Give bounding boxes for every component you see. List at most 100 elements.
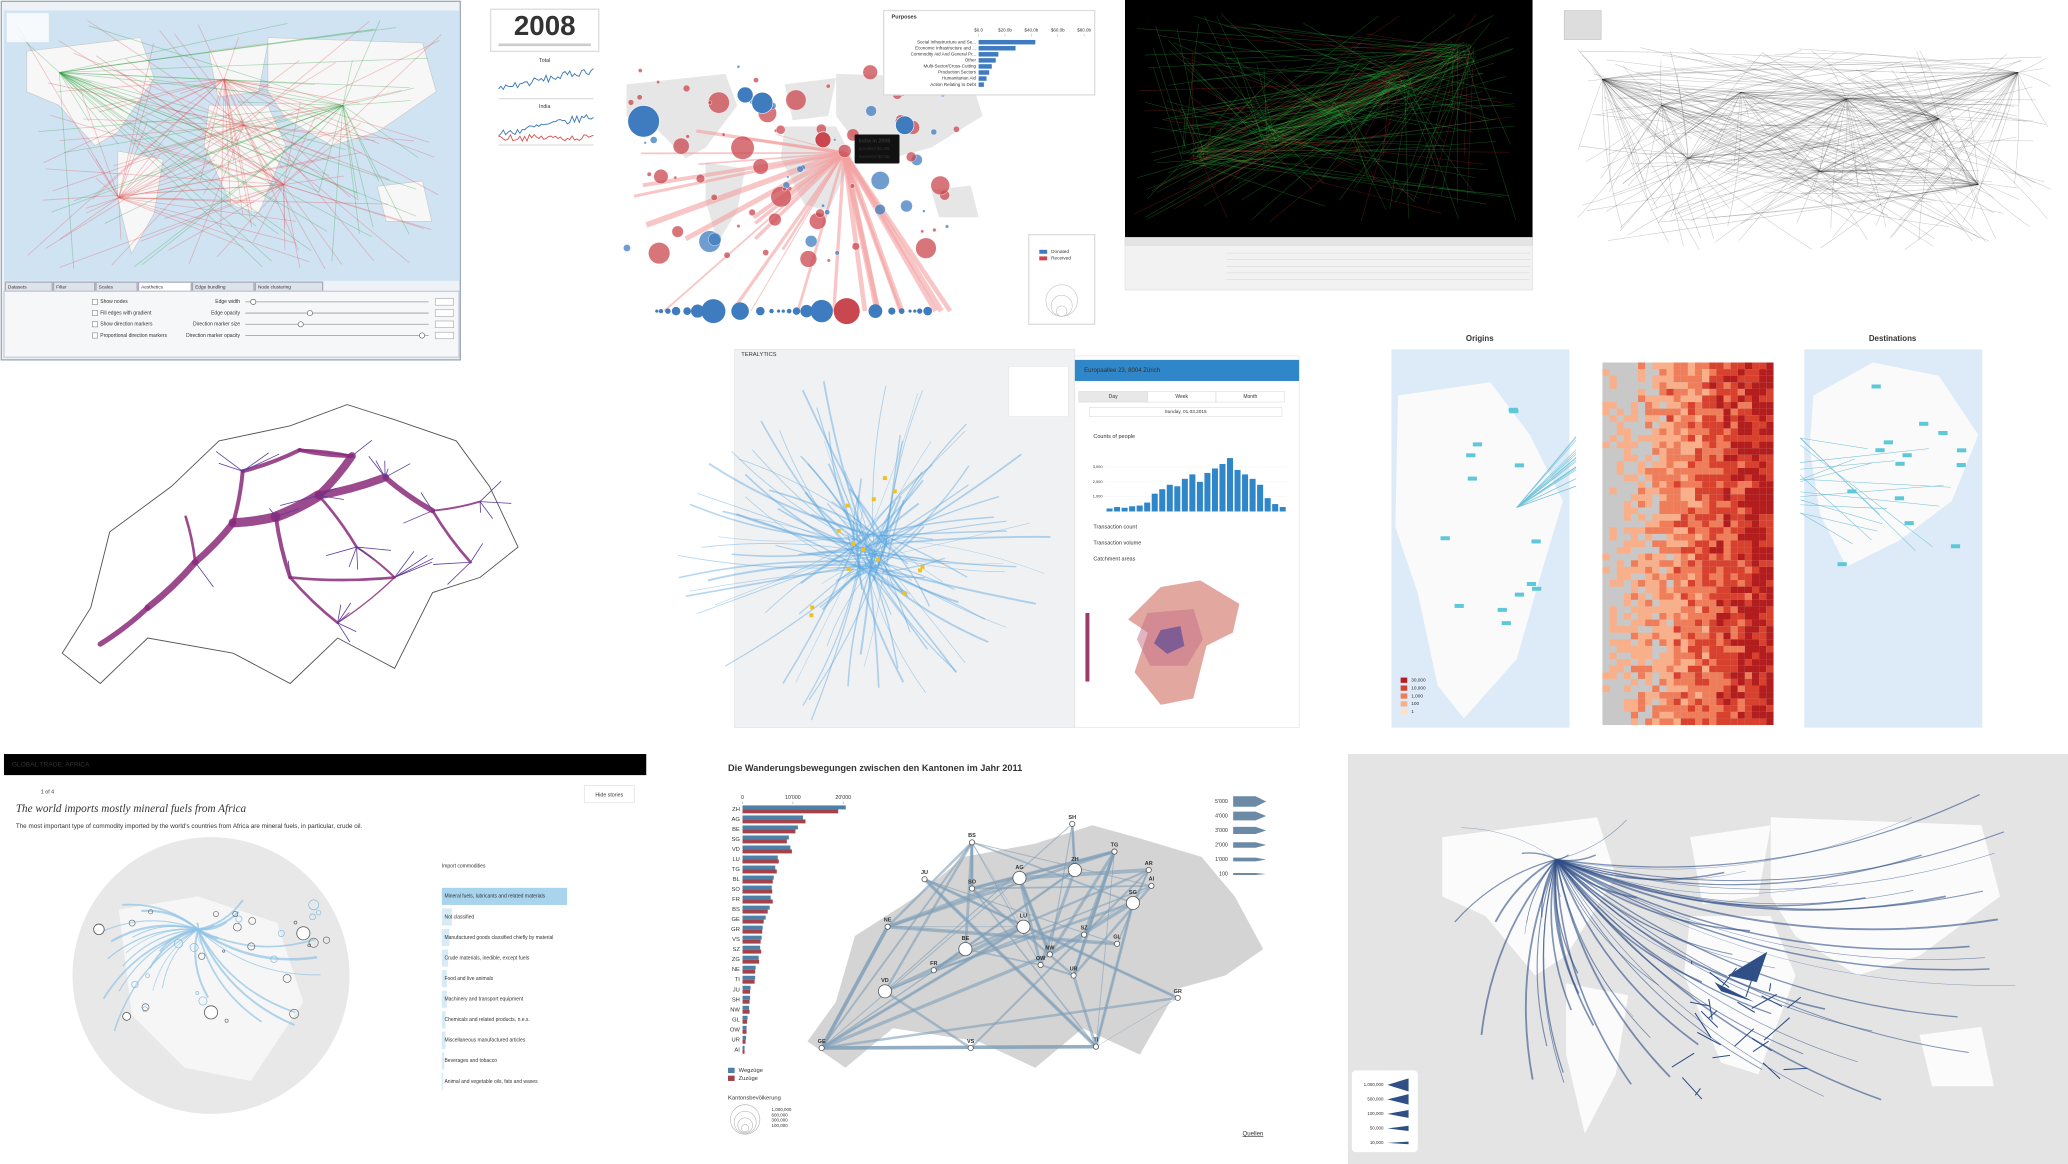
network-edge xyxy=(1236,56,1263,140)
flow-edge xyxy=(59,72,320,193)
flow-line xyxy=(800,455,863,544)
flow-line xyxy=(1602,79,1611,183)
flow-line xyxy=(1661,105,1872,205)
flow-edge xyxy=(283,184,424,229)
heatmap-cell xyxy=(1609,639,1617,646)
flow-edge xyxy=(243,124,335,159)
heatmap-cell xyxy=(1623,626,1631,633)
heatmap-cell xyxy=(1751,652,1760,660)
flow-line xyxy=(1555,858,1637,899)
flow-line xyxy=(697,492,876,557)
flow-line xyxy=(1832,118,1939,238)
flow-line xyxy=(878,550,918,562)
heatmap-cell xyxy=(1666,527,1674,534)
heatmap-cell xyxy=(1737,678,1745,686)
canton-node xyxy=(1046,951,1053,958)
migration-link xyxy=(1072,975,1098,1048)
heatmap-cell xyxy=(1659,540,1667,548)
heatmap-cell xyxy=(1638,599,1646,607)
checkbox[interactable] xyxy=(92,310,98,316)
flow-line xyxy=(431,500,482,512)
spinner[interactable] xyxy=(434,320,454,328)
flow-edge xyxy=(216,184,284,258)
minor-edge xyxy=(420,492,433,511)
spinner[interactable] xyxy=(434,331,454,340)
network-edge xyxy=(1264,129,1346,139)
heatmap-cell xyxy=(1716,639,1724,646)
country-node xyxy=(296,926,311,941)
heatmap-cell xyxy=(1744,362,1752,370)
flow-line xyxy=(1846,98,2018,117)
heatmap-cell xyxy=(1766,672,1774,679)
heatmap-cell xyxy=(1723,395,1731,403)
heatmap-cell xyxy=(1673,639,1681,646)
network-edge xyxy=(1366,75,1397,86)
heatmap-cell xyxy=(1744,599,1752,607)
minor-edge xyxy=(337,622,357,632)
slider-knob[interactable] xyxy=(306,310,313,317)
flow-line xyxy=(1800,182,1979,194)
heatmap-cell xyxy=(1652,705,1660,712)
heatmap-cell xyxy=(1673,606,1681,613)
flow-line xyxy=(1904,184,1979,250)
heatmap-cell xyxy=(1695,698,1703,706)
land xyxy=(267,37,437,147)
bar xyxy=(742,865,776,870)
flow-line xyxy=(821,552,878,611)
flow-edge xyxy=(95,158,120,198)
canton-label: SO xyxy=(731,887,740,893)
flow-line xyxy=(1622,92,1742,184)
heatmap-cell xyxy=(1616,421,1624,429)
migration-link xyxy=(1082,851,1116,936)
heatmap-cell xyxy=(1737,672,1745,679)
checkbox[interactable] xyxy=(92,298,98,305)
heatmap-cell xyxy=(1744,705,1752,712)
network-edge xyxy=(1345,107,1375,181)
heatmap-cell xyxy=(1737,461,1745,468)
flow-edge xyxy=(59,72,90,122)
land xyxy=(626,73,738,159)
heatmap-cell xyxy=(1730,659,1738,666)
checkbox[interactable] xyxy=(92,321,98,328)
heatmap-cell xyxy=(1695,540,1703,548)
network-edge xyxy=(1213,37,1455,55)
date-picker[interactable] xyxy=(1089,407,1283,417)
heatmap-cell xyxy=(1709,586,1717,594)
heatmap-cell xyxy=(1652,408,1660,416)
legend-swatch xyxy=(1039,249,1048,254)
network-edge xyxy=(1168,59,1476,174)
heatmap-cell xyxy=(1730,705,1738,712)
heatmap-cell xyxy=(1659,678,1667,686)
canton-node xyxy=(968,885,976,892)
heatmap-cell xyxy=(1673,692,1681,699)
slider-knob[interactable] xyxy=(297,321,304,328)
network-edge xyxy=(1329,75,1381,103)
heatmap-cell xyxy=(1695,382,1703,389)
slider-knob[interactable] xyxy=(250,298,257,305)
heatmap-cell xyxy=(1680,388,1688,396)
heatmap-cell xyxy=(1623,514,1631,521)
network-edge xyxy=(1144,104,1346,112)
flow-line xyxy=(867,564,989,643)
slider-knob[interactable] xyxy=(419,332,426,339)
flow-line xyxy=(1967,107,1979,185)
bar xyxy=(742,899,773,904)
heatmap-cell xyxy=(1709,639,1717,646)
heatmap-cell xyxy=(1751,698,1760,706)
spinner[interactable] xyxy=(434,309,454,317)
checkbox[interactable] xyxy=(92,332,98,339)
heatmap-cell xyxy=(1695,553,1703,561)
country-bubble xyxy=(649,136,658,144)
heatmap-cell xyxy=(1766,487,1774,495)
bar xyxy=(1106,508,1113,512)
button[interactable] xyxy=(583,785,635,804)
land xyxy=(1919,1026,1994,1087)
tab[interactable] xyxy=(1215,391,1285,403)
heatmap-cell xyxy=(1673,652,1681,660)
network-edge xyxy=(1138,82,1392,92)
network-edge xyxy=(1197,162,1509,196)
spinner[interactable] xyxy=(434,298,454,306)
heatmap-cell xyxy=(1623,474,1631,482)
flow-line xyxy=(857,515,872,547)
sparkline-title: India xyxy=(539,104,550,110)
